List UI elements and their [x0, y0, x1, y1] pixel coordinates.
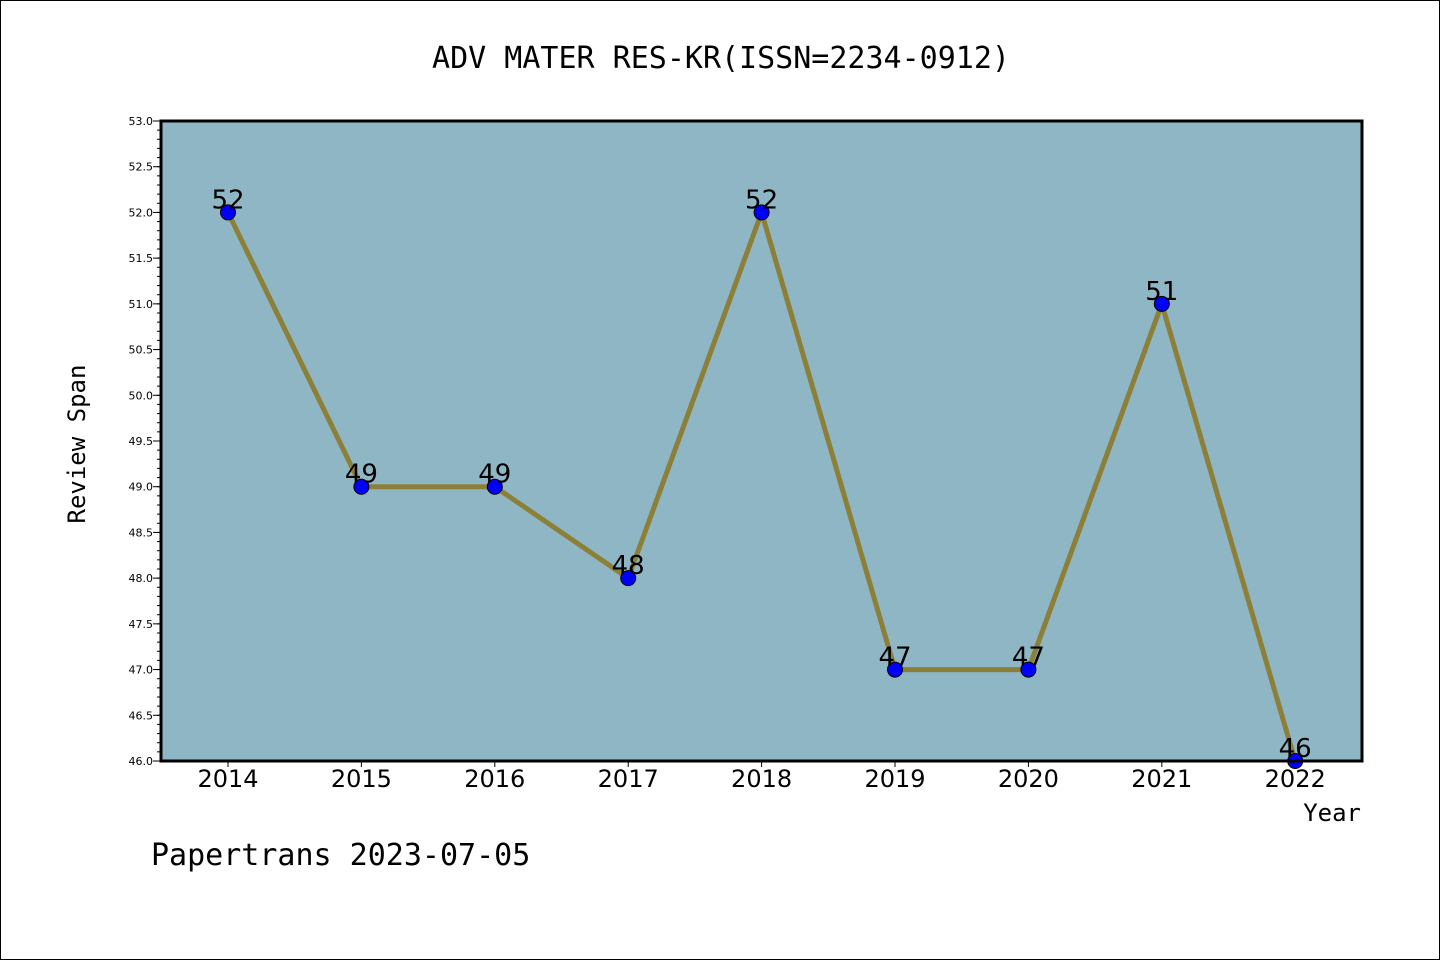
x-tick-label: 2019: [864, 765, 925, 793]
x-tick-label: 2014: [197, 765, 258, 793]
series: 52 49 49 48 52 47 47 51 46: [211, 185, 1312, 769]
y-tick-label: 52.5: [129, 161, 154, 174]
data-point: [753, 204, 770, 221]
data-point: [353, 478, 370, 495]
x-tick-label: 2016: [464, 765, 525, 793]
data-label: 47: [878, 643, 911, 673]
y-tick-label: 48.0: [129, 572, 154, 585]
y-tick-label: 48.5: [129, 526, 154, 539]
x-tick-label: 2017: [598, 765, 659, 793]
y-tick-label: 52.0: [129, 206, 154, 219]
data-point: [486, 478, 503, 495]
data-point: [887, 661, 903, 678]
x-tick-label: 2020: [998, 765, 1059, 793]
y-tick-label: 53.0: [129, 115, 154, 128]
data-label: 52: [211, 185, 244, 215]
y-axis-label: Review Span: [63, 365, 91, 524]
y-tick-label: 47.5: [129, 618, 154, 631]
data-label: 47: [1012, 643, 1045, 673]
x-tick-label: 2015: [331, 765, 392, 793]
y-tick-label: 46.5: [129, 709, 154, 722]
chart-title: ADV MATER RES-KR(ISSN=2234-0912): [432, 41, 1010, 76]
data-label: 51: [1145, 277, 1178, 307]
data-label: 48: [612, 551, 645, 581]
y-tick-label: 51.0: [129, 298, 154, 311]
footer-text: Papertrans 2023-07-05: [151, 838, 530, 873]
plot-area: [161, 121, 1362, 761]
y-tick-label: 51.5: [129, 252, 154, 265]
x-tick-label: 2021: [1131, 765, 1192, 793]
data-label: 46: [1279, 734, 1312, 764]
data-label: 52: [745, 185, 778, 215]
y-tick-label: 50.5: [129, 344, 154, 357]
y-tick-label: 47.0: [129, 664, 154, 677]
y-tick-label: 50.0: [129, 389, 154, 402]
y-tick-label: 49.5: [129, 435, 154, 448]
data-point: [1153, 295, 1170, 312]
data-point: [1020, 661, 1037, 678]
data-point: [220, 204, 236, 221]
x-tick-label: 2018: [731, 765, 792, 793]
plot-border: [159, 119, 1364, 763]
x-axis-label: Year: [1303, 799, 1361, 827]
y-tick-label: 46.0: [129, 755, 154, 768]
y-axis: 46.0 46.5 47.0 47.5 48.0 48.5 49.0 49.5 50.0 50.5…: [129, 115, 161, 768]
x-axis: 2014 2015 2016 2017 2018 2019 2020 2021 2022: [197, 761, 1326, 793]
x-tick-label: 2022: [1265, 765, 1326, 793]
data-label: 49: [478, 460, 511, 490]
y-tick-label: 49.0: [129, 481, 154, 494]
data-point: [620, 570, 637, 587]
data-label: 49: [345, 460, 378, 490]
